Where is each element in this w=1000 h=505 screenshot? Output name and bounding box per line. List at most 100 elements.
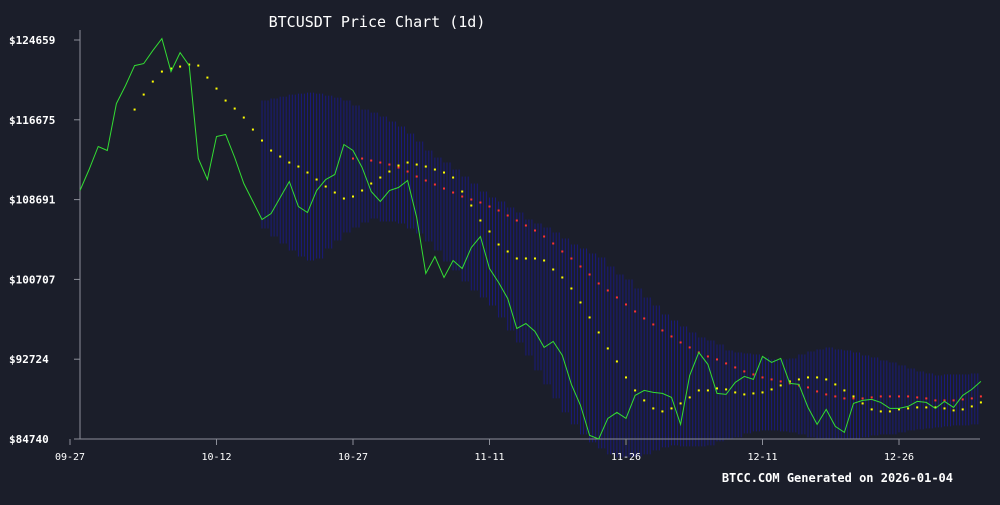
ma-short-point xyxy=(361,189,364,192)
ma-short-point xyxy=(825,378,828,381)
ma-long-point xyxy=(597,282,600,285)
ma-short-point xyxy=(679,402,682,405)
ma-short-point xyxy=(142,93,145,96)
ma-short-point xyxy=(151,80,154,83)
ma-short-point xyxy=(170,67,172,70)
ma-short-point xyxy=(634,389,637,392)
ma-short-point xyxy=(834,383,837,386)
ma-long-point xyxy=(452,191,455,194)
ma-short-point xyxy=(324,185,327,188)
ma-long-point xyxy=(652,323,655,326)
ma-short-point xyxy=(543,259,546,262)
x-tick-label: 11-26 xyxy=(611,452,641,463)
ma-short-point xyxy=(907,407,910,410)
ma-short-point xyxy=(506,250,509,253)
ma-long-point xyxy=(961,398,964,401)
ma-short-point xyxy=(206,76,209,79)
ma-short-point xyxy=(424,165,427,168)
ma-long-point xyxy=(615,296,618,299)
ma-short-point xyxy=(843,389,846,392)
ma-short-point xyxy=(315,178,318,181)
ma-short-point xyxy=(561,276,564,279)
ma-short-point xyxy=(342,197,345,200)
ma-short-point xyxy=(224,99,227,102)
ma-short-point xyxy=(970,405,973,408)
ma-short-point xyxy=(242,116,245,119)
ma-short-point xyxy=(452,176,455,179)
ma-long-point xyxy=(706,355,709,358)
ma-short-point xyxy=(779,384,782,387)
ma-short-point xyxy=(397,164,400,167)
ma-short-point xyxy=(570,287,573,290)
ma-long-point xyxy=(388,163,391,166)
ma-short-point xyxy=(270,149,273,152)
ma-short-point xyxy=(888,410,891,413)
ma-long-point xyxy=(979,395,982,398)
ma-long-point xyxy=(588,273,591,276)
ma-short-point xyxy=(215,87,218,90)
ma-long-point xyxy=(506,214,509,217)
ma-long-point xyxy=(834,395,837,398)
ma-long-point xyxy=(725,362,728,365)
ma-long-point xyxy=(807,386,809,389)
ma-short-point xyxy=(160,70,163,73)
x-tick-label: 12-11 xyxy=(747,452,777,463)
ma-long-point xyxy=(852,397,855,400)
ma-short-point xyxy=(133,108,136,111)
ma-long-point xyxy=(916,396,919,399)
ma-short-point xyxy=(524,257,527,260)
ma-long-point xyxy=(861,397,864,400)
ma-short-point xyxy=(925,406,928,409)
ma-long-point xyxy=(361,157,364,160)
ma-short-point xyxy=(743,393,746,396)
ma-long-point xyxy=(470,198,473,201)
ma-short-point xyxy=(261,139,263,142)
ma-long-point xyxy=(570,257,573,260)
ma-long-point xyxy=(843,397,846,400)
y-tick-label: $92724 xyxy=(9,353,49,366)
ma-long-point xyxy=(825,393,828,396)
ma-short-point xyxy=(816,376,819,379)
ma-long-point xyxy=(888,395,891,398)
ma-short-point xyxy=(497,243,500,246)
ma-long-point xyxy=(670,335,673,338)
ma-short-point xyxy=(297,165,300,168)
x-tick-label: 10-27 xyxy=(338,452,368,463)
ma-short-point xyxy=(534,257,536,260)
ma-short-point xyxy=(643,399,646,402)
ma-long-point xyxy=(661,329,664,332)
ma-short-point xyxy=(706,389,709,392)
x-tick-label: 10-12 xyxy=(201,452,231,463)
ma-long-point xyxy=(352,157,354,160)
ma-long-point xyxy=(497,209,500,212)
ma-short-dots xyxy=(133,63,982,413)
y-tick-label: $108691 xyxy=(9,194,56,207)
ma-short-point xyxy=(415,163,418,166)
ma-short-point xyxy=(306,171,309,174)
ma-short-point xyxy=(697,389,700,392)
ma-long-point xyxy=(424,179,427,182)
ma-short-point xyxy=(406,161,409,164)
ma-short-point xyxy=(934,406,937,409)
ma-long-point xyxy=(779,380,782,383)
ma-short-point xyxy=(488,230,491,233)
ma-long-dots xyxy=(352,157,982,402)
y-ticks: $124659 $116675 $108691 $100707 $92724 $84740 xyxy=(9,34,80,446)
ma-short-point xyxy=(251,128,254,131)
ma-short-point xyxy=(761,391,764,394)
ma-short-point xyxy=(688,396,691,399)
ma-long-point xyxy=(543,235,546,238)
ma-long-point xyxy=(606,289,609,292)
y-tick-label: $124659 xyxy=(9,34,55,47)
ma-short-point xyxy=(916,406,919,409)
ma-short-point xyxy=(597,331,600,334)
ma-short-point xyxy=(979,401,982,404)
ma-short-point xyxy=(788,380,791,383)
ma-short-point xyxy=(279,155,282,158)
ma-short-point xyxy=(861,402,864,405)
ma-short-point xyxy=(770,388,773,391)
ma-long-point xyxy=(397,166,400,169)
ma-short-point xyxy=(797,378,800,381)
ma-long-point xyxy=(907,395,910,398)
